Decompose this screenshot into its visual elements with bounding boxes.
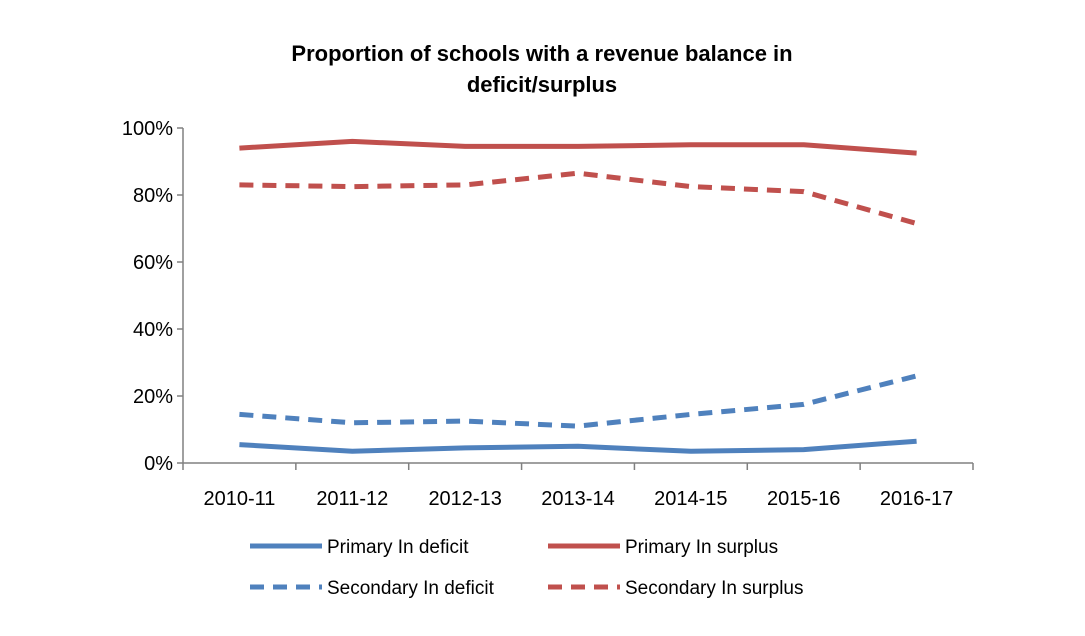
- legend-item-3: Secondary In deficit: [250, 578, 495, 599]
- series-line-4: [239, 170, 918, 226]
- legend-label: Primary In deficit: [327, 537, 469, 558]
- x-tick-label: 2013-14: [541, 488, 614, 510]
- legend-label: Secondary In surplus: [625, 578, 804, 599]
- axes: 0% 20% 40% 60% 80% 100% 2010-11 2011-12 2012-13 2…: [122, 118, 974, 510]
- legend-label: Secondary In deficit: [327, 578, 495, 599]
- y-tick-label: 60%: [133, 252, 173, 274]
- x-tick-label: 2015-16: [767, 488, 840, 510]
- y-tick-label: 100%: [122, 118, 173, 140]
- y-tick-label: 20%: [133, 386, 173, 408]
- legend-item-2: Primary In surplus: [548, 537, 778, 558]
- series-line-1: [239, 438, 917, 454]
- series-line-2: [239, 138, 917, 156]
- x-tick-label: 2010-11: [203, 488, 275, 510]
- y-tick-label: 40%: [133, 319, 173, 341]
- x-tick-label: 2011-12: [316, 488, 388, 510]
- legend-label: Primary In surplus: [625, 537, 778, 558]
- series-lines: [239, 138, 918, 454]
- x-tick-label: 2012-13: [428, 488, 501, 510]
- legend: Primary In deficit Primary In surplus Seco…: [250, 537, 804, 599]
- y-tick-label: 80%: [133, 185, 173, 207]
- chart-title-line-2: deficit/surplus: [467, 72, 617, 97]
- x-tick-label: 2014-15: [654, 488, 727, 510]
- x-tick-label: 2016-17: [880, 488, 953, 510]
- series-line-3: [239, 373, 918, 429]
- legend-item-4: Secondary In surplus: [548, 578, 804, 599]
- chart-title-line-1: Proportion of schools with a revenue bal…: [291, 41, 792, 66]
- legend-item-1: Primary In deficit: [250, 537, 469, 558]
- y-tick-label: 0%: [144, 453, 173, 475]
